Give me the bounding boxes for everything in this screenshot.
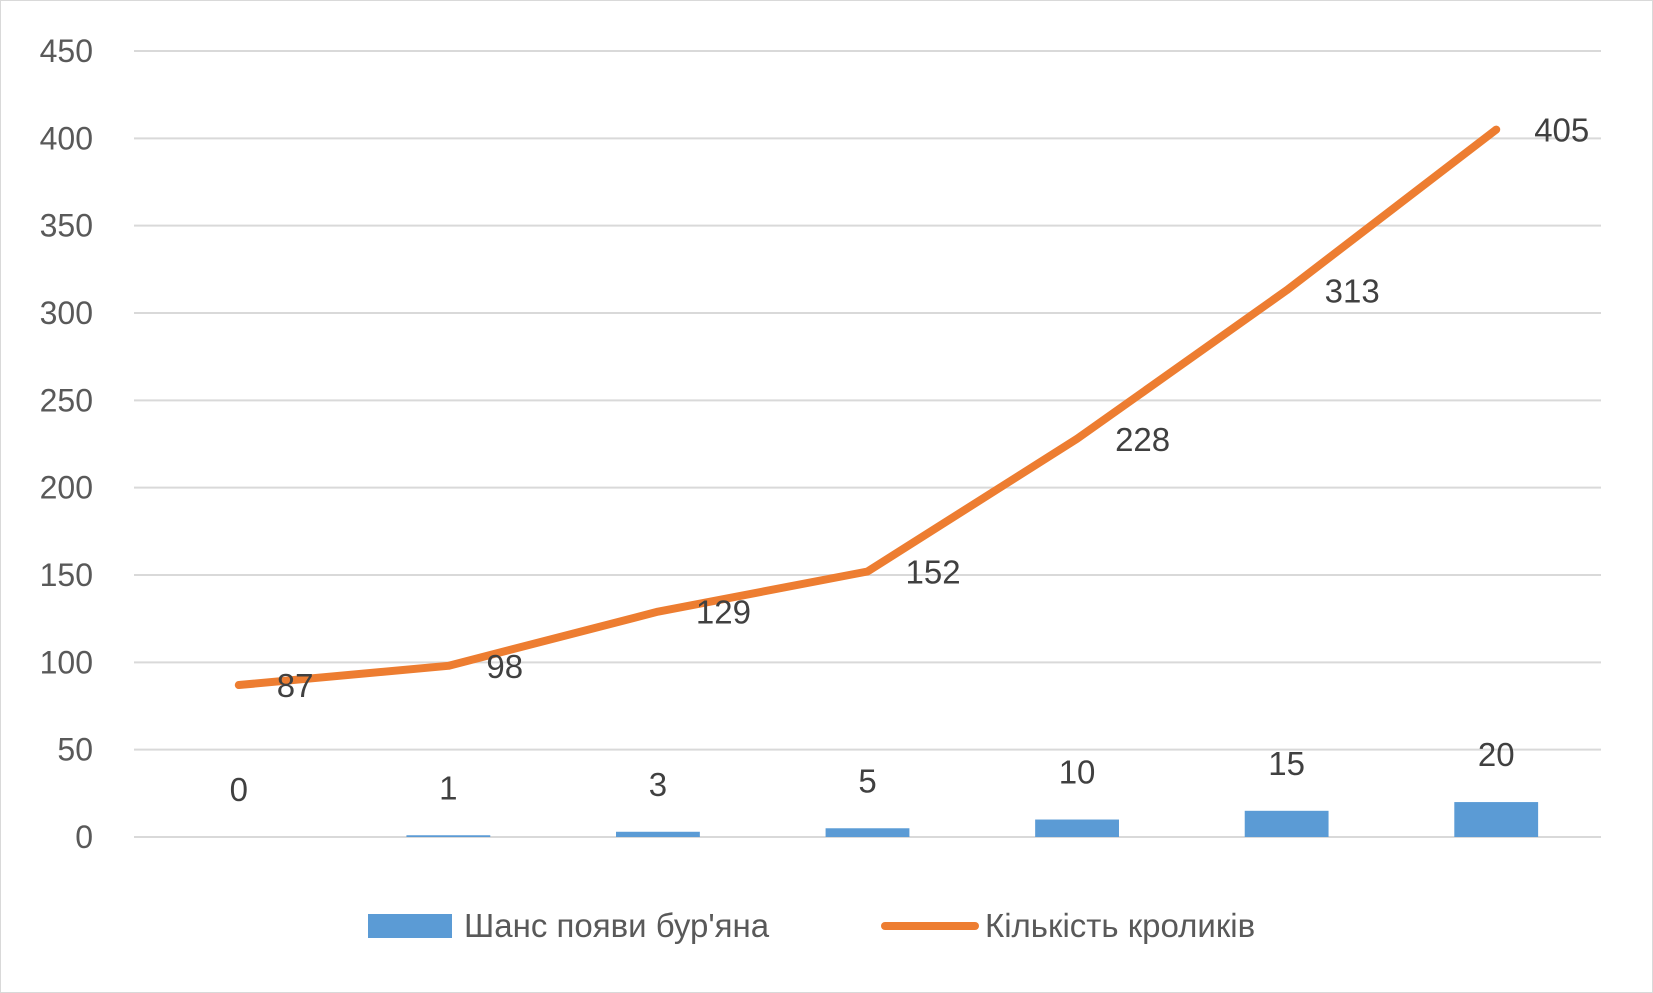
y-axis-tick-labels: 0 50 100 150 200 250 300 350 400 450 bbox=[40, 33, 93, 855]
line-data-label-1: 98 bbox=[486, 648, 523, 685]
line-data-label-15: 313 bbox=[1325, 272, 1380, 309]
y-tick-label-400: 400 bbox=[40, 120, 93, 156]
legend-swatch-weed-chance bbox=[368, 914, 452, 938]
bar-data-label-3: 3 bbox=[649, 766, 667, 803]
bar-data-label-1: 1 bbox=[439, 769, 457, 806]
y-tick-label-150: 150 bbox=[40, 557, 93, 593]
gridlines bbox=[134, 50, 1601, 838]
line-data-label-3: 129 bbox=[696, 594, 751, 631]
legend-label-weed-chance: Шанс появи бур'яна bbox=[464, 907, 770, 944]
bar-data-labels: 0 1 3 5 10 15 20 bbox=[230, 736, 1515, 808]
y-tick-label-200: 200 bbox=[40, 470, 93, 506]
bar-data-label-20: 20 bbox=[1478, 736, 1515, 773]
line-data-label-0: 87 bbox=[277, 667, 314, 704]
y-tick-label-50: 50 bbox=[57, 732, 93, 768]
line-data-label-10: 228 bbox=[1115, 421, 1170, 458]
bar-5 bbox=[825, 828, 910, 837]
legend: Шанс появи бур'яна Кількість кроликів bbox=[368, 907, 1255, 944]
bar-3 bbox=[616, 831, 700, 837]
bar-data-label-0: 0 bbox=[230, 771, 248, 808]
legend-label-rabbit-count: Кількість кроликів bbox=[985, 907, 1255, 944]
y-tick-label-300: 300 bbox=[40, 295, 93, 331]
bar-20 bbox=[1454, 802, 1539, 837]
line-series-rabbit-count bbox=[234, 125, 1501, 690]
bar-data-label-5: 5 bbox=[858, 762, 876, 799]
line-data-labels: 87 98 129 152 228 313 405 bbox=[277, 112, 1589, 704]
bar-15 bbox=[1244, 810, 1329, 837]
y-tick-label-450: 450 bbox=[40, 33, 93, 69]
y-tick-label-350: 350 bbox=[40, 208, 93, 244]
bar-data-label-10: 10 bbox=[1059, 754, 1096, 791]
line-rabbit-count bbox=[234, 125, 1501, 690]
y-tick-label-250: 250 bbox=[40, 382, 93, 418]
y-tick-label-0: 0 bbox=[75, 819, 93, 855]
bar-series-weed-chance bbox=[406, 802, 1539, 837]
line-data-label-20: 405 bbox=[1534, 112, 1589, 149]
bar-10 bbox=[1035, 819, 1119, 837]
line-data-label-5: 152 bbox=[906, 554, 961, 591]
bar-1 bbox=[406, 835, 491, 837]
bar-data-label-15: 15 bbox=[1268, 745, 1305, 782]
y-tick-label-100: 100 bbox=[40, 644, 93, 680]
